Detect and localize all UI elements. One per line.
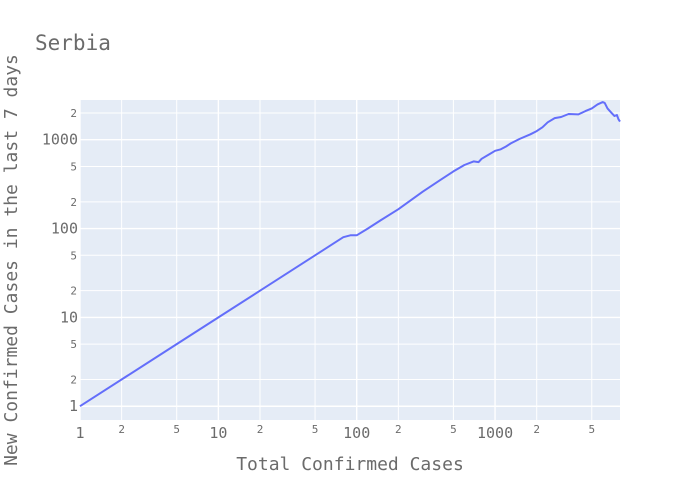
x-axis-title: Total Confirmed Cases (236, 454, 464, 475)
chart-title: Serbia (35, 31, 111, 55)
series-group (79, 101, 621, 408)
x-tick-label: 2 (257, 423, 264, 436)
x-tick-label: 1 (75, 424, 84, 442)
y-tick-label: 1000 (42, 131, 78, 149)
x-tick-label: 2 (395, 423, 402, 436)
y-tick-label: 5 (70, 338, 77, 351)
y-tick-label: 2 (70, 285, 77, 298)
x-tick-label: 100 (343, 424, 370, 442)
y-tick-label: 2 (70, 107, 77, 120)
x-tick-label: 10 (209, 424, 227, 442)
y-tick-label: 5 (70, 160, 77, 173)
x-tick-label: 2 (118, 423, 125, 436)
y-axis-title: New Confirmed Cases in the last 7 days (1, 54, 22, 466)
x-tick-label: 5 (588, 423, 595, 436)
y-tick-label: 10 (60, 308, 78, 326)
x-tick-label: 1000 (477, 424, 513, 442)
x-tick-label: 5 (312, 423, 319, 436)
tick-labels: 1 10 100 1000 2 5 2 5 2 5 2 5 1 10 100 1000 2 5 2 5 2 5 2 (42, 107, 595, 442)
y-tick-label: 1 (69, 397, 78, 415)
y-tick-label: 2 (70, 373, 77, 386)
grid (79, 100, 620, 420)
series-line (79, 101, 621, 408)
y-tick-label: 100 (51, 220, 78, 238)
x-tick-label: 5 (173, 423, 180, 436)
y-tick-label: 2 (70, 196, 77, 209)
plot-background (80, 100, 620, 420)
x-tick-label: 5 (450, 423, 457, 436)
x-tick-label: 2 (533, 423, 540, 436)
y-tick-label: 5 (70, 249, 77, 262)
